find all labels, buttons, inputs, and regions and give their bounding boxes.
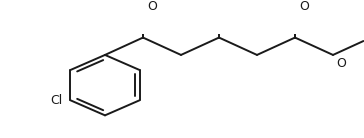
Text: O: O: [336, 57, 346, 70]
Text: O: O: [147, 0, 157, 13]
Text: Cl: Cl: [50, 94, 62, 107]
Text: O: O: [299, 0, 309, 13]
